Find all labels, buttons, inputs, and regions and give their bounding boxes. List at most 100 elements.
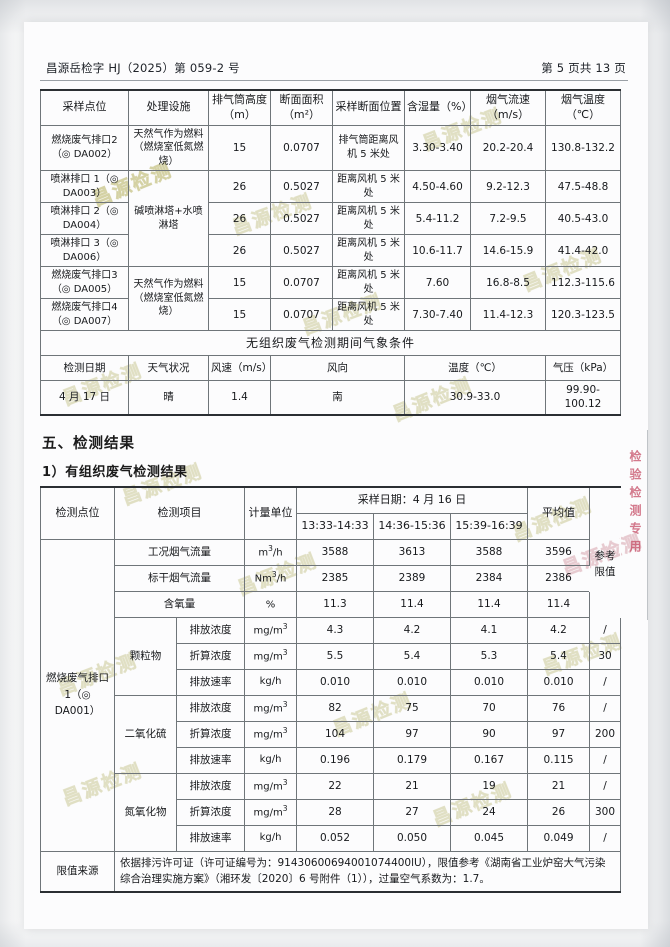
cell-air-pressure: 99.90-100.12 (545, 380, 621, 416)
col-timeslot-1: 13:33-14:33 (296, 512, 374, 540)
cell-value-3: 90 (449, 720, 529, 748)
cell-wind-speed: 1.4 (208, 380, 271, 416)
cell-value-1: 11.3 (296, 590, 374, 618)
cell-value-3: 5.3 (449, 642, 529, 670)
cell-unit: Nm3/h (244, 564, 297, 592)
cell-average: 0.010 (527, 668, 591, 696)
cell-average: 3596 (527, 538, 591, 566)
cell-velocity: 9.2-12.3 (470, 170, 546, 204)
cell-limit: / (589, 746, 622, 774)
col-measure-unit: 计量单位 (244, 485, 297, 540)
weather-band-title: 无组织废气检测期间气象条件 (40, 330, 621, 357)
cell-limit: / (589, 616, 622, 644)
cell-value-1: 4.3 (296, 616, 374, 644)
cell-limit: 200 (589, 720, 622, 748)
cell-pollutant-name: 氮氧化物 (114, 772, 177, 852)
table-row: 燃烧废气排口2（◎ DA002） 天然气作为燃料（燃烧室低氮燃烧） 15 0.0… (40, 124, 621, 172)
cell-value-2: 0.010 (373, 668, 451, 696)
cell-position: 距离风机 5 米处 (332, 202, 405, 236)
table-row: 折算浓度 mg/m3 104 97 90 97 200 (41, 720, 622, 748)
col-reference-limit: 参考限值 (589, 538, 622, 592)
cell-velocity: 20.2-20.4 (470, 124, 546, 172)
stack-table-header-row: 采样点位 处理设施 排气筒高度（m） 断面面积（m²） 采样断面位置 含湿量（%… (40, 88, 621, 126)
cell-value-1: 28 (296, 798, 374, 826)
cell-facility: 天然气作为燃料（燃烧室低氮燃烧） (128, 266, 209, 332)
cell-site: 燃烧废气排口2（◎ DA002） (40, 124, 129, 172)
cell-value-3: 70 (449, 694, 529, 722)
cell-site: 燃烧废气排口3（◎ DA005） (40, 266, 129, 300)
cell-area: 0.0707 (270, 298, 333, 332)
cell-area: 0.5027 (270, 202, 333, 236)
cell-pollutant-name: 二氧化硫 (114, 694, 177, 774)
cell-average: 2386 (527, 564, 591, 592)
cell-moisture: 3.30-3.40 (404, 124, 471, 172)
cell-site: 喷淋排口 3（◎ DA006） (40, 234, 129, 268)
cell-facility: 碱喷淋塔+水喷淋塔 (128, 170, 209, 268)
cell-test-date: 4 月 17 日 (40, 380, 129, 416)
col-sampling-site: 采样点位 (40, 88, 129, 126)
cell-value-2: 0.179 (373, 746, 451, 774)
cell-average: 76 (527, 694, 591, 722)
table-row: 折算浓度 mg/m3 5.5 5.4 5.3 5.4 30 (41, 642, 622, 670)
cell-value-1: 0.196 (296, 746, 374, 774)
cell-item: 排放速率 (176, 668, 245, 696)
cell-average: 97 (527, 720, 591, 748)
col-test-item: 检测项目 (114, 485, 245, 540)
cell-value-1: 2385 (296, 564, 374, 592)
table-row: 喷淋排口 3（◎ DA006） 26 0.5027 距离风机 5 米处 10.6… (40, 234, 621, 268)
cell-value-2: 3613 (373, 538, 451, 566)
page-number: 第 5 页共 13 页 (541, 61, 626, 75)
cell-item: 工况烟气流量 (114, 538, 245, 566)
cell-average: 0.049 (527, 824, 591, 852)
cell-position: 距离风机 5 米处 (332, 170, 405, 204)
cell-position: 排气筒距离风机 5 米处 (332, 124, 405, 172)
cell-value-2: 4.2 (373, 616, 451, 644)
cell-velocity: 7.2-9.5 (470, 202, 546, 236)
cell-unit: mg/m3 (244, 642, 297, 670)
cell-item: 折算浓度 (176, 642, 245, 670)
cell-unit: mg/m3 (244, 694, 297, 722)
cell-unit: mg/m3 (244, 772, 297, 800)
cell-unit: kg/h (244, 824, 297, 852)
stack-table-wrap: 采样点位 处理设施 排气筒高度（m） 断面面积（m²） 采样断面位置 含湿量（%… (40, 88, 628, 416)
cell-average: 11.4 (527, 590, 591, 618)
col-stack-height: 排气筒高度（m） (208, 88, 271, 126)
cell-moisture: 5.4-11.2 (404, 202, 471, 236)
col-flue-velocity: 烟气流速（m/s） (470, 88, 546, 126)
result-table-wrap: 检测点位 检测项目 计量单位 采样日期：4 月 16 日 平均值 13:33-1… (40, 485, 628, 894)
cell-value-1: 82 (296, 694, 374, 722)
cell-value-3: 19 (449, 772, 529, 800)
cell-item: 排放浓度 (176, 772, 245, 800)
result-header-row-1: 检测点位 检测项目 计量单位 采样日期：4 月 16 日 平均值 (40, 485, 622, 540)
cell-value-3: 2384 (449, 564, 529, 592)
cell-position: 距离风机 5 米处 (332, 266, 405, 300)
cell-value-2: 11.4 (373, 590, 451, 618)
col-timeslot-3: 15:39-16:39 (449, 512, 529, 540)
cell-wind-direction: 南 (270, 380, 405, 416)
col-test-date: 检测日期 (40, 355, 129, 382)
cell-velocity: 14.6-15.9 (470, 234, 546, 268)
table-row: 氮氧化物 排放浓度 mg/m3 22 21 19 21 / (41, 772, 622, 852)
cell-height: 15 (208, 298, 271, 332)
cell-limit-source-label: 限值来源 (40, 850, 115, 894)
cell-average: 4.2 (527, 616, 591, 644)
table-row: 标干烟气流量 Nm3/h 2385 2389 2384 2386 (41, 564, 621, 592)
cell-position: 距离风机 5 米处 (332, 298, 405, 332)
document-header: 昌源岳检字 HJ（2025）第 059-2 号 第 5 页共 13 页 (40, 60, 628, 81)
cell-unit: kg/h (244, 746, 297, 774)
cell-test-point: 燃烧废气排口1（◎ DA001） (40, 538, 115, 852)
document-number: 昌源岳检字 HJ（2025）第 059-2 号 (46, 61, 240, 75)
cell-height: 26 (208, 170, 271, 204)
cell-height: 15 (208, 266, 271, 300)
subsection-heading-organized: 1）有组织废气检测结果 (42, 464, 188, 480)
col-weather-state: 天气状况 (128, 355, 209, 382)
cell-height: 26 (208, 234, 271, 268)
cell-limit: / (589, 772, 622, 800)
cell-limit-source-text: 依据排污许可证（许可证编号为：91430600694001074400lU），限… (113, 850, 622, 894)
cell-value-3: 0.045 (449, 824, 529, 852)
table-row: 喷淋排口 1（◎ DA003） 碱喷淋塔+水喷淋塔 26 0.5027 距离风机… (40, 170, 621, 268)
cell-value-1: 5.5 (296, 642, 374, 670)
cell-item: 排放浓度 (176, 616, 245, 644)
cell-pollutant-name: 颗粒物 (114, 616, 177, 696)
table-row: 二氧化硫 排放浓度 mg/m3 82 75 70 76 / (41, 694, 622, 774)
